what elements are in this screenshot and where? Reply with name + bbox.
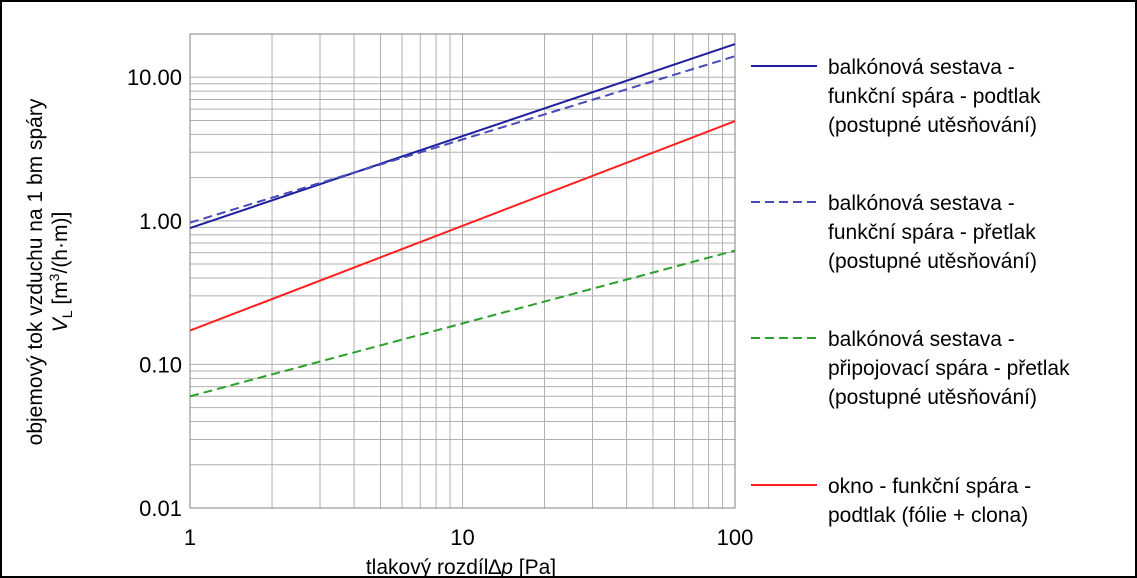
y-tick-label: 10.00: [127, 65, 182, 90]
grid: [189, 33, 735, 509]
y-tick-labels: 0.01 0.10 1.00 10.00: [127, 65, 182, 521]
legend-label-3: připojovací spára - přetlak: [828, 357, 1070, 380]
x-tick-label: 1: [184, 525, 196, 550]
legend-label-3: (postupné utěsňování): [828, 386, 1037, 409]
y-axis-title-line2: VL [m3/(h·m)]: [46, 212, 75, 333]
legend-label-2: (postupné utěsňování): [828, 250, 1037, 273]
x-axis-title: tlakový rozdíl∆p [Pa]: [366, 556, 556, 576]
legend-label-3: balkónová sestava -: [828, 328, 1015, 351]
y-tick-label: 0.01: [139, 496, 182, 521]
series-line-3: [189, 249, 736, 398]
legend-label-2: balkónová sestava -: [828, 192, 1015, 215]
legend-label-1: (postupné utěsňování): [828, 114, 1037, 137]
y-tick-label: 1.00: [139, 209, 182, 234]
legend-label-4: okno - funkční spára -: [828, 475, 1031, 498]
series-line-2: [189, 55, 736, 224]
legend-label-4: podtlak (fólie + clona): [828, 504, 1028, 527]
y-tick-label: 0.10: [139, 352, 182, 377]
series-lines: [189, 43, 736, 398]
legend-label-2: funkční spára - přetlak: [828, 221, 1036, 244]
y-axis-title: objemový tok vzduchu na 1 bm spáry VL [m…: [24, 98, 75, 445]
legend-label-1: funkční spára - podtlak: [828, 85, 1041, 108]
plot-area-border: [189, 33, 736, 509]
series-line-1: [189, 43, 736, 230]
x-tick-label: 100: [717, 525, 754, 550]
x-tick-label: 10: [450, 525, 474, 550]
legend-label-1: balkónová sestava -: [828, 56, 1015, 79]
x-tick-labels: 1 10 100: [184, 525, 753, 550]
y-axis-title-line1: objemový tok vzduchu na 1 bm spáry: [24, 98, 47, 445]
legend: balkónová sestava - funkční spára - podtl…: [751, 56, 1070, 527]
series-line-4: [189, 120, 736, 332]
